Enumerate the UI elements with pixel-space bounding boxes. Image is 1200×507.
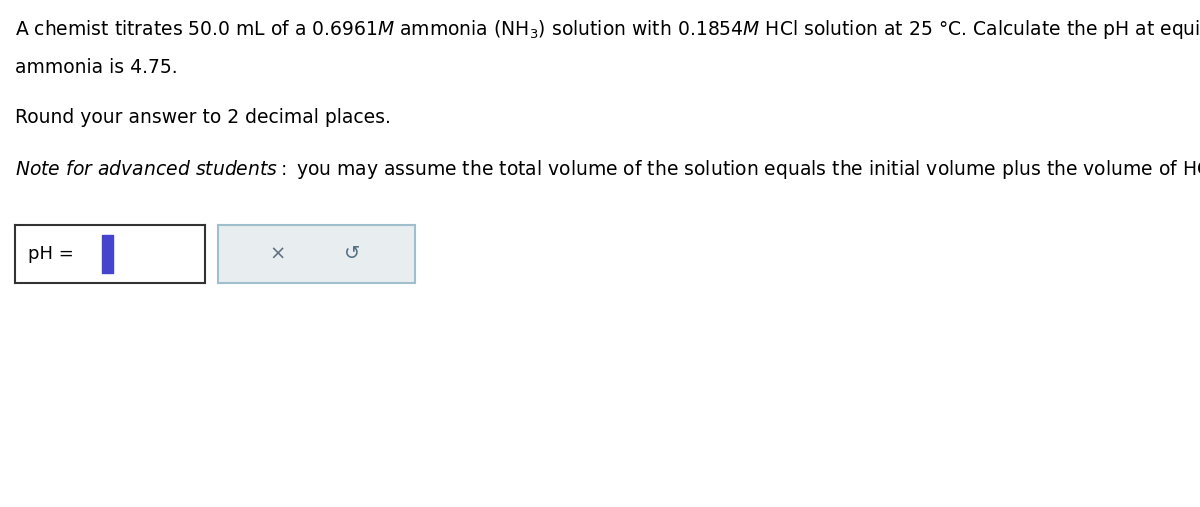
Text: $\mathit{Note\ for\ advanced\ students:}$ you may assume the total volume of the: $\mathit{Note\ for\ advanced\ students:}… — [14, 158, 1200, 181]
Text: pH =: pH = — [29, 245, 79, 263]
Text: A chemist titrates 50.0 mL of a 0.6961$\mathit{M}$ ammonia $\left(\mathrm{NH_3}\: A chemist titrates 50.0 mL of a 0.6961$\… — [14, 18, 1200, 41]
Text: Round your answer to 2 decimal places.: Round your answer to 2 decimal places. — [14, 108, 391, 127]
Text: ammonia is 4.75.: ammonia is 4.75. — [14, 58, 178, 77]
Text: ×: × — [269, 244, 286, 264]
Bar — [102, 235, 113, 273]
Text: ↺: ↺ — [343, 244, 360, 264]
